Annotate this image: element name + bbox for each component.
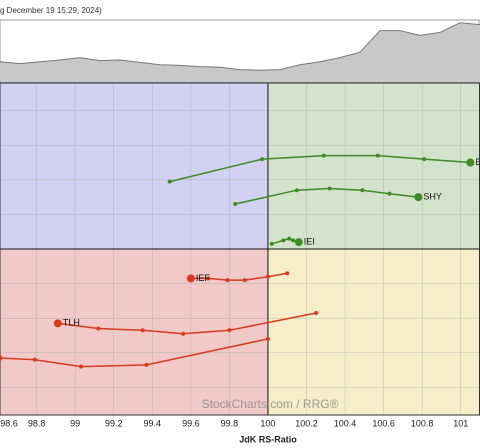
x-axis-title: JdK RS-Ratio: [239, 434, 297, 444]
tail-point: [321, 153, 326, 158]
x-tick-label: 100: [260, 418, 275, 428]
tail-point: [78, 364, 83, 369]
tail-point: [281, 238, 286, 243]
quadrant-lagging: [0, 249, 268, 415]
head-point: [414, 193, 423, 202]
watermark: StockCharts.com / RRG®: [202, 397, 339, 411]
tail-point: [285, 271, 290, 276]
x-tick-label: 100.8: [411, 418, 434, 428]
x-tick-label: 99: [70, 418, 80, 428]
overview-line: [0, 22, 480, 71]
quadrant-improving: [0, 83, 268, 249]
tail-point: [225, 278, 230, 283]
tail-line: [235, 187, 419, 205]
tail-line: [57, 312, 317, 335]
series-label: TLH: [63, 318, 80, 328]
head-point: [186, 274, 195, 283]
tail-point: [265, 336, 270, 341]
tail-point: [314, 310, 319, 315]
series-label: IEF: [196, 273, 211, 283]
x-tick-label: 99.2: [105, 418, 123, 428]
x-tick-label: 100.4: [334, 418, 357, 428]
tail-point: [242, 278, 247, 283]
tail-line: [169, 154, 471, 183]
head-point: [0, 354, 3, 362]
tail-point: [260, 157, 265, 162]
tail-point: [181, 331, 186, 336]
series-layer: B SHY IEI IEF TLH: [0, 153, 480, 369]
tail-point: [227, 328, 232, 333]
x-tick-label: 101: [453, 418, 468, 428]
head-point: [466, 158, 475, 167]
head-point: [294, 238, 303, 247]
tail-point: [32, 357, 37, 362]
tail-point: [206, 276, 211, 281]
tail-point: [96, 326, 101, 331]
x-tick-label: 100.2: [295, 418, 318, 428]
series-label: IEI: [304, 236, 315, 246]
series-label: B: [475, 157, 480, 167]
tail-point: [140, 328, 145, 333]
tail-point: [269, 241, 274, 246]
series-label: SHY: [423, 192, 442, 202]
x-tick-label: 99.6: [182, 418, 200, 428]
tail-point: [294, 188, 299, 193]
plot: 98.6 98.8 99 99.2 99.4 99.6 99.8 100 100.2 100.4 1…: [0, 82, 480, 444]
tail-point: [265, 274, 270, 279]
quadrant-leading: [267, 83, 480, 249]
tail-point: [144, 362, 149, 367]
tail-point: [360, 188, 365, 193]
tail-point: [233, 202, 238, 207]
x-tick-label: 99.8: [221, 418, 239, 428]
tail-point: [387, 191, 392, 196]
tail-point: [167, 179, 172, 184]
quadrant-weakening: [267, 249, 480, 415]
tail-point: [422, 157, 427, 162]
x-tick-label: 99.4: [144, 418, 162, 428]
overview-area: [0, 22, 480, 81]
x-tick-label: 100.6: [372, 418, 395, 428]
header-text: g December 19 15:29, 2024): [0, 6, 102, 15]
tail-point: [375, 153, 380, 158]
tail-point: [327, 186, 332, 191]
tail-point: [287, 236, 292, 241]
x-tick-label: 98.6: [0, 418, 18, 428]
tail-line: [190, 272, 288, 281]
tail-point: [291, 238, 296, 243]
overview: [0, 22, 480, 81]
x-tick-label: 98.8: [28, 418, 46, 428]
head-point: [53, 319, 62, 328]
